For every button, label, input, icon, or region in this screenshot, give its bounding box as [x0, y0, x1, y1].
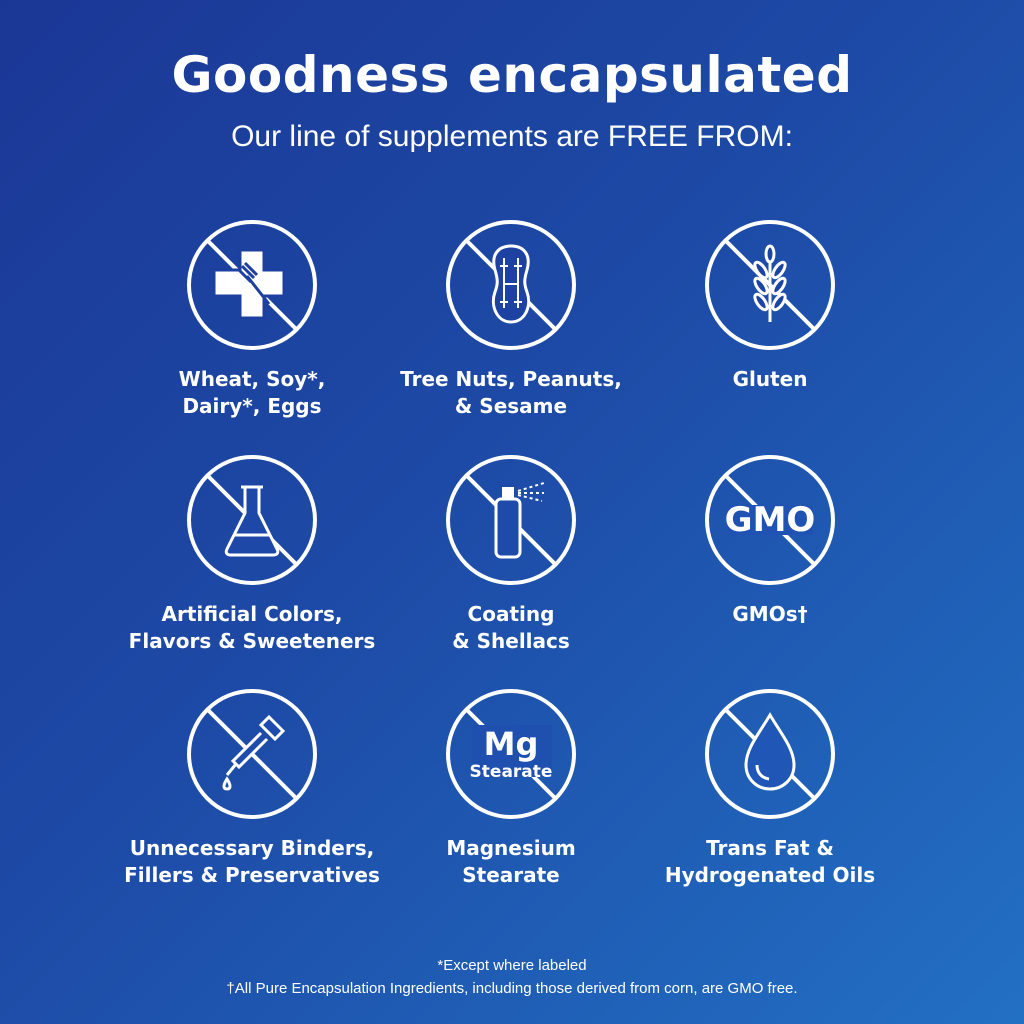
free-from-item: Gluten — [620, 218, 920, 393]
free-from-item: Tree Nuts, Peanuts, & Sesame — [361, 218, 661, 420]
page-subtitle: Our line of supplements are FREE FROM: — [231, 120, 793, 153]
free-from-item: Mg Stearate Magnesium Stearate — [361, 687, 661, 889]
allergen-cross-fork-icon — [187, 220, 317, 350]
flask-icon — [187, 455, 317, 585]
page-title: Goodness encapsulated — [171, 46, 853, 104]
footnote-except: *Except where labeled — [437, 957, 587, 974]
free-from-item: Unnecessary Binders, Fillers & Preservat… — [102, 687, 402, 889]
dropper-icon — [187, 689, 317, 819]
free-from-item: GMO GMOs† — [620, 453, 920, 628]
free-from-item: Wheat, Soy*, Dairy*, Eggs — [102, 218, 402, 420]
gmo-icon-text: GMO — [725, 500, 816, 540]
free-from-item: Coating & Shellacs — [361, 453, 661, 655]
item-label: Coating & Shellacs — [452, 602, 570, 653]
oil-drop-icon — [705, 689, 835, 819]
free-from-item: Artificial Colors, Flavors & Sweeteners — [102, 453, 402, 655]
stearate-icon-text: Stearate — [470, 762, 553, 782]
free-from-item: Trans Fat & Hydrogenated Oils — [620, 687, 920, 889]
mg-stearate-icon: Mg Stearate — [446, 689, 576, 819]
peanut-icon — [446, 220, 576, 350]
item-label: Wheat, Soy*, Dairy*, Eggs — [178, 367, 326, 418]
mg-icon-text: Mg — [484, 725, 539, 763]
footnote-gmo: †All Pure Encapsulation Ingredients, inc… — [226, 980, 798, 997]
footnotes: *Except where labeled †All Pure Encapsul… — [0, 954, 1024, 1000]
item-label: Tree Nuts, Peanuts, & Sesame — [400, 367, 622, 418]
gmo-icon: GMO — [705, 455, 835, 585]
item-label: Trans Fat & Hydrogenated Oils — [664, 836, 876, 887]
item-label: Artificial Colors, Flavors & Sweeteners — [128, 602, 376, 653]
item-label: Gluten — [732, 367, 808, 391]
wheat-icon — [705, 220, 835, 350]
item-label: Unnecessary Binders, Fillers & Preservat… — [124, 836, 380, 887]
item-label: GMOs† — [732, 602, 808, 626]
spray-can-icon — [446, 455, 576, 585]
item-label: Magnesium Stearate — [446, 836, 576, 887]
